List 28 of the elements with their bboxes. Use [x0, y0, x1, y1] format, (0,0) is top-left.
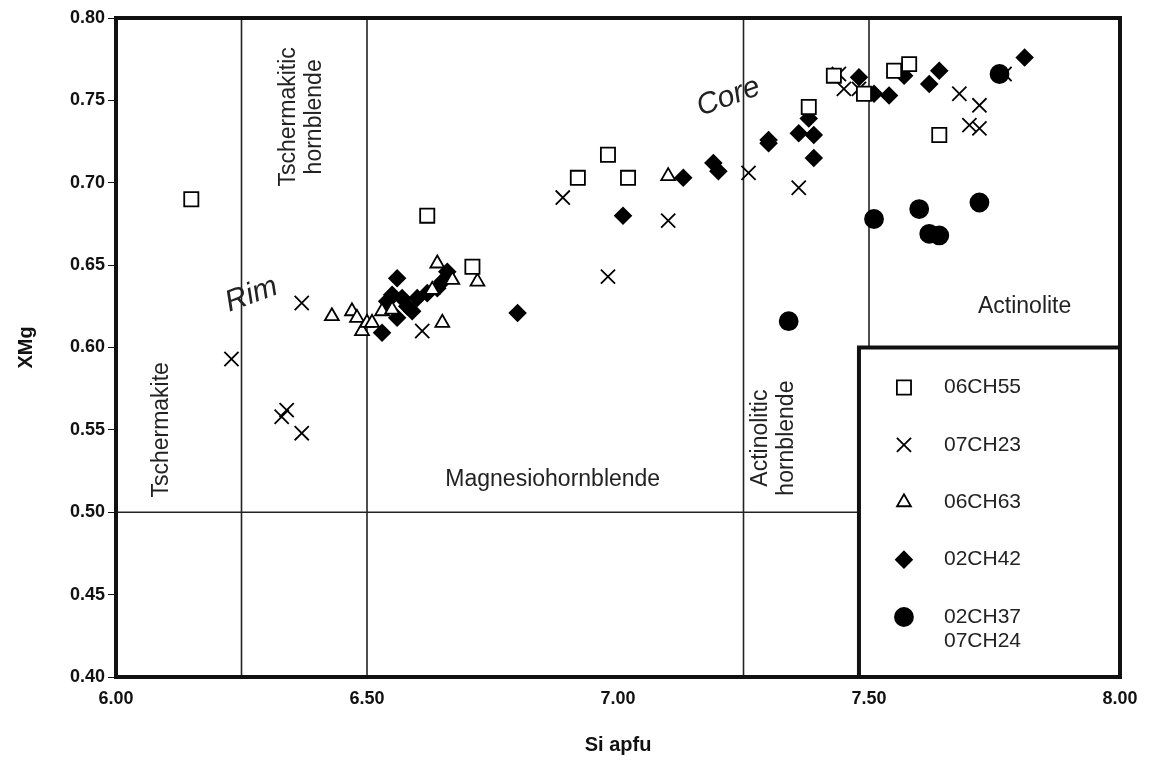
annotation: Actinolitic hornblende: [745, 380, 798, 496]
y-tick-label: 0.45: [69, 583, 105, 604]
x-tick-label: 7.00: [600, 687, 636, 708]
x-tick-label: 6.00: [98, 687, 134, 708]
legend-label: 02CH42: [943, 546, 1022, 570]
legend-label: 06CH63: [943, 489, 1022, 513]
y-tick-label: 0.70: [69, 171, 105, 192]
y-tick-label: 0.65: [69, 254, 105, 275]
legend-label: 07CH23: [943, 431, 1022, 455]
annotation: Tschermakite: [146, 362, 173, 498]
x-tick-label: 6.50: [349, 687, 385, 708]
legend-label: 06CH55: [943, 374, 1022, 398]
annotation: Magnesiohornblende: [445, 464, 661, 491]
y-tick-label: 0.50: [69, 501, 105, 522]
y-tick-label: 0.75: [69, 89, 105, 110]
x-axis-title: Si apfu: [584, 732, 652, 755]
y-tick-label: 0.80: [69, 6, 105, 27]
annotation: Actinolite: [977, 291, 1072, 318]
x-tick-label: 7.50: [851, 687, 887, 708]
y-axis-title: XMg: [13, 326, 36, 369]
x-tick-label: 8.00: [1102, 687, 1138, 708]
y-tick-label: 0.60: [69, 336, 105, 357]
y-tick-label: 0.55: [69, 418, 105, 439]
annotation: Core: [691, 68, 764, 122]
y-tick-label: 0.40: [69, 665, 105, 686]
annotation: Tschermakitic hornblende: [274, 47, 327, 187]
legend-label: 02CH37 07CH24: [943, 603, 1022, 651]
annotation: Rim: [220, 268, 282, 318]
